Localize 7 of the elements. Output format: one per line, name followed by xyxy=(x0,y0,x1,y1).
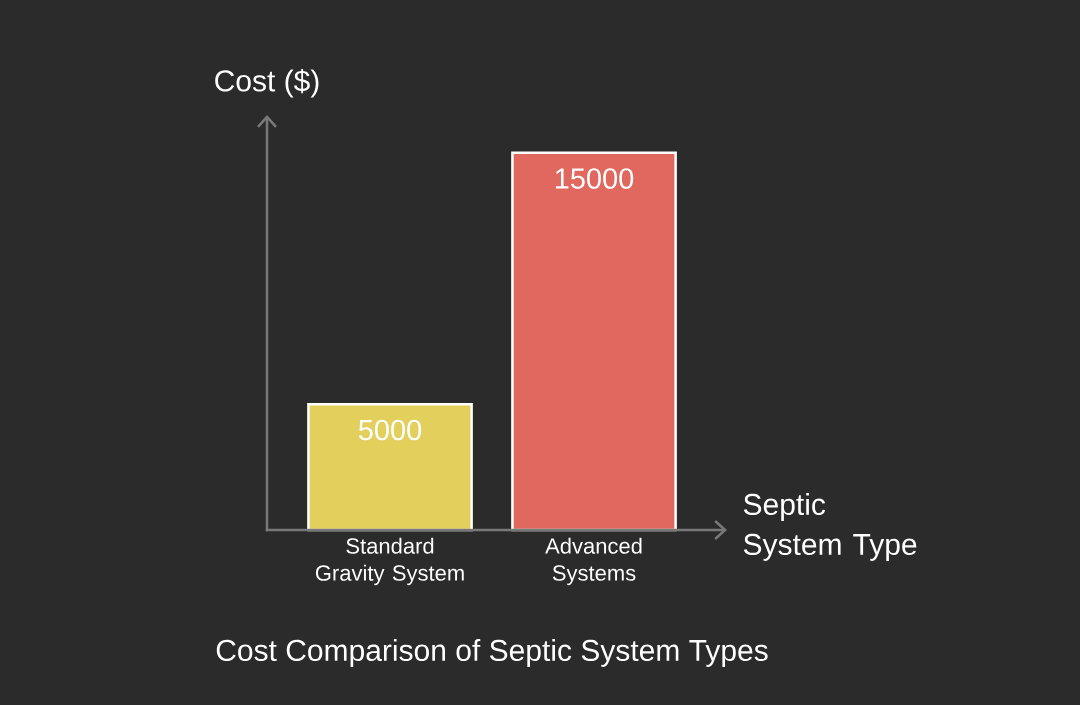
x-tick-label: Advanced Systems xyxy=(545,537,642,586)
data-label: 15000 xyxy=(555,168,634,189)
text: Cost Comparison of Septic System Types xyxy=(216,639,768,667)
x-axis-title: Septic System Type xyxy=(743,493,917,561)
x-tick-label: Standard Gravity System xyxy=(315,537,464,586)
data-label: 5000 xyxy=(358,419,422,441)
y-axis-title: Cost ($) xyxy=(215,69,319,98)
